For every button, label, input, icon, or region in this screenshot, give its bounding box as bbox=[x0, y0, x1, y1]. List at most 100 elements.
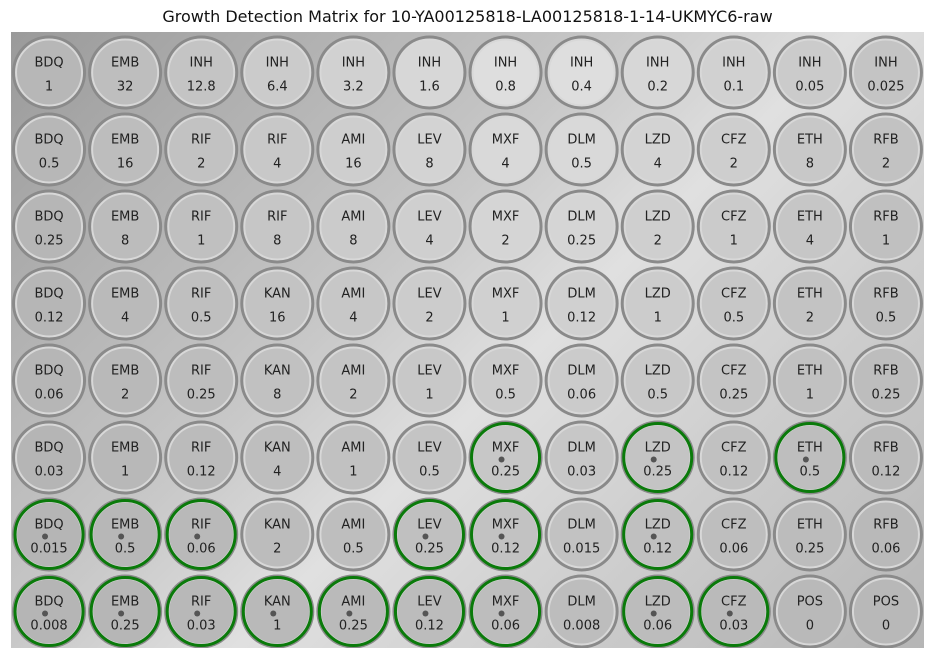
well-rif-2: RIF 2 bbox=[164, 112, 239, 187]
well-inh-0.4: INH 0.4 bbox=[544, 35, 619, 110]
well-bdq-0.06: BDQ 0.06 bbox=[12, 343, 87, 418]
well-concentration-label: 0.05 bbox=[795, 80, 824, 95]
well-body bbox=[851, 192, 920, 261]
well-concentration-label: 0.5 bbox=[495, 388, 516, 403]
well-drug-label: MXF bbox=[492, 133, 520, 148]
well-drug-label: MXF bbox=[492, 364, 520, 379]
well-drug-label: AMI bbox=[341, 133, 365, 148]
well-lzd-1: LZD 1 bbox=[620, 266, 695, 341]
well-drug-label: BDQ bbox=[34, 441, 63, 456]
well-cfz-0.25: CFZ 0.25 bbox=[696, 343, 771, 418]
well-body bbox=[395, 38, 464, 107]
well-drug-label: DLM bbox=[567, 210, 595, 225]
well-body bbox=[851, 577, 920, 646]
well-drug-label: BDQ bbox=[34, 133, 63, 148]
well-drug-label: AMI bbox=[341, 210, 365, 225]
well-concentration-label: 0.06 bbox=[491, 619, 520, 634]
well-drug-label: LEV bbox=[417, 595, 441, 610]
well-eth-0.25: ETH 0.25 bbox=[772, 497, 847, 572]
well-concentration-label: 4 bbox=[273, 465, 281, 480]
well-body bbox=[243, 38, 312, 107]
well-concentration-label: 0.5 bbox=[800, 465, 821, 480]
well-mxf-0.06: MXF 0.06 bbox=[468, 574, 543, 648]
well-concentration-label: 2 bbox=[349, 388, 357, 403]
well-concentration-label: 0.25 bbox=[187, 388, 216, 403]
well-drug-label: ETH bbox=[797, 287, 823, 302]
well-concentration-label: 0.12 bbox=[871, 465, 900, 480]
well-body bbox=[775, 346, 844, 415]
growth-spot bbox=[422, 533, 429, 540]
well-cfz-0.03: CFZ 0.03 bbox=[696, 574, 771, 648]
well-drug-label: INH bbox=[874, 56, 897, 71]
well-body bbox=[699, 500, 768, 569]
well-drug-label: CFZ bbox=[721, 133, 747, 148]
well-drug-label: RFB bbox=[873, 287, 898, 302]
well-body bbox=[699, 423, 768, 492]
well-concentration-label: 2 bbox=[197, 157, 205, 172]
well-concentration-label: 0.25 bbox=[111, 619, 140, 634]
well-drug-label: INH bbox=[266, 56, 289, 71]
well-concentration-label: 1 bbox=[730, 234, 738, 249]
well-body bbox=[775, 500, 844, 569]
well-concentration-label: 0.4 bbox=[571, 80, 592, 95]
well-concentration-label: 0.008 bbox=[30, 619, 67, 634]
well-concentration-label: 0 bbox=[806, 619, 814, 634]
well-rfb-1: RFB 1 bbox=[848, 189, 923, 264]
well-body bbox=[91, 269, 160, 338]
well-rfb-2: RFB 2 bbox=[848, 112, 923, 187]
growth-detected-ring bbox=[698, 576, 770, 647]
well-concentration-label: 0.5 bbox=[723, 311, 744, 326]
well-emb-0.25: EMB 0.25 bbox=[88, 574, 163, 648]
well-lev-0.25: LEV 0.25 bbox=[392, 497, 467, 572]
well-drug-label: LZD bbox=[645, 210, 671, 225]
well-drug-label: DLM bbox=[567, 441, 595, 456]
well-concentration-label: 0.015 bbox=[563, 542, 600, 557]
well-inh-12.8: INH 12.8 bbox=[164, 35, 239, 110]
well-concentration-label: 12.8 bbox=[187, 80, 216, 95]
well-body bbox=[395, 423, 464, 492]
growth-detected-ring bbox=[622, 499, 694, 570]
well-ami-8: AMI 8 bbox=[316, 189, 391, 264]
well-concentration-label: 0.06 bbox=[643, 619, 672, 634]
well-concentration-label: 8 bbox=[121, 234, 129, 249]
well-drug-label: RFB bbox=[873, 441, 898, 456]
well-cfz-0.12: CFZ 0.12 bbox=[696, 420, 771, 495]
well-inh-0.8: INH 0.8 bbox=[468, 35, 543, 110]
well-concentration-label: 0.12 bbox=[491, 542, 520, 557]
well-body bbox=[471, 192, 540, 261]
well-grid: BDQ 1 EMB 32 INH 12.8 INH 6.4 INH 3.2 INH 1.6 INH 0.8… bbox=[12, 35, 923, 648]
well-drug-label: BDQ bbox=[34, 287, 63, 302]
well-body bbox=[851, 423, 920, 492]
well-concentration-label: 1 bbox=[273, 619, 281, 634]
well-inh-0.05: INH 0.05 bbox=[772, 35, 847, 110]
well-lev-0.5: LEV 0.5 bbox=[392, 420, 467, 495]
well-concentration-label: 0.5 bbox=[115, 542, 136, 557]
well-drug-label: RIF bbox=[191, 518, 211, 533]
well-body bbox=[547, 500, 616, 569]
well-concentration-label: 0.25 bbox=[871, 388, 900, 403]
well-drug-label: AMI bbox=[341, 287, 365, 302]
well-drug-label: KAN bbox=[264, 287, 291, 302]
well-body bbox=[851, 346, 920, 415]
well-dlm-0.015: DLM 0.015 bbox=[544, 497, 619, 572]
well-concentration-label: 0.25 bbox=[719, 388, 748, 403]
well-concentration-label: 0.12 bbox=[719, 465, 748, 480]
well-concentration-label: 0.8 bbox=[495, 80, 516, 95]
well-concentration-label: 16 bbox=[269, 311, 286, 326]
well-concentration-label: 2 bbox=[882, 157, 890, 172]
well-concentration-label: 0.03 bbox=[35, 465, 64, 480]
well-mxf-0.25: MXF 0.25 bbox=[468, 420, 543, 495]
well-concentration-label: 0.06 bbox=[187, 542, 216, 557]
well-bdq-0.008: BDQ 0.008 bbox=[12, 574, 87, 648]
well-pos-0: POS 0 bbox=[772, 574, 847, 648]
well-drug-label: MXF bbox=[492, 441, 520, 456]
well-body bbox=[91, 115, 160, 184]
well-concentration-label: 0.5 bbox=[419, 465, 440, 480]
well-concentration-label: 0.06 bbox=[567, 388, 596, 403]
well-dlm-0.25: DLM 0.25 bbox=[544, 189, 619, 264]
growth-spot bbox=[498, 610, 505, 617]
well-emb-16: EMB 16 bbox=[88, 112, 163, 187]
well-concentration-label: 6.4 bbox=[267, 80, 288, 95]
plate-image: BDQ 1 EMB 32 INH 12.8 INH 6.4 INH 3.2 INH 1.6 INH 0.8… bbox=[11, 32, 924, 648]
well-body bbox=[167, 346, 236, 415]
